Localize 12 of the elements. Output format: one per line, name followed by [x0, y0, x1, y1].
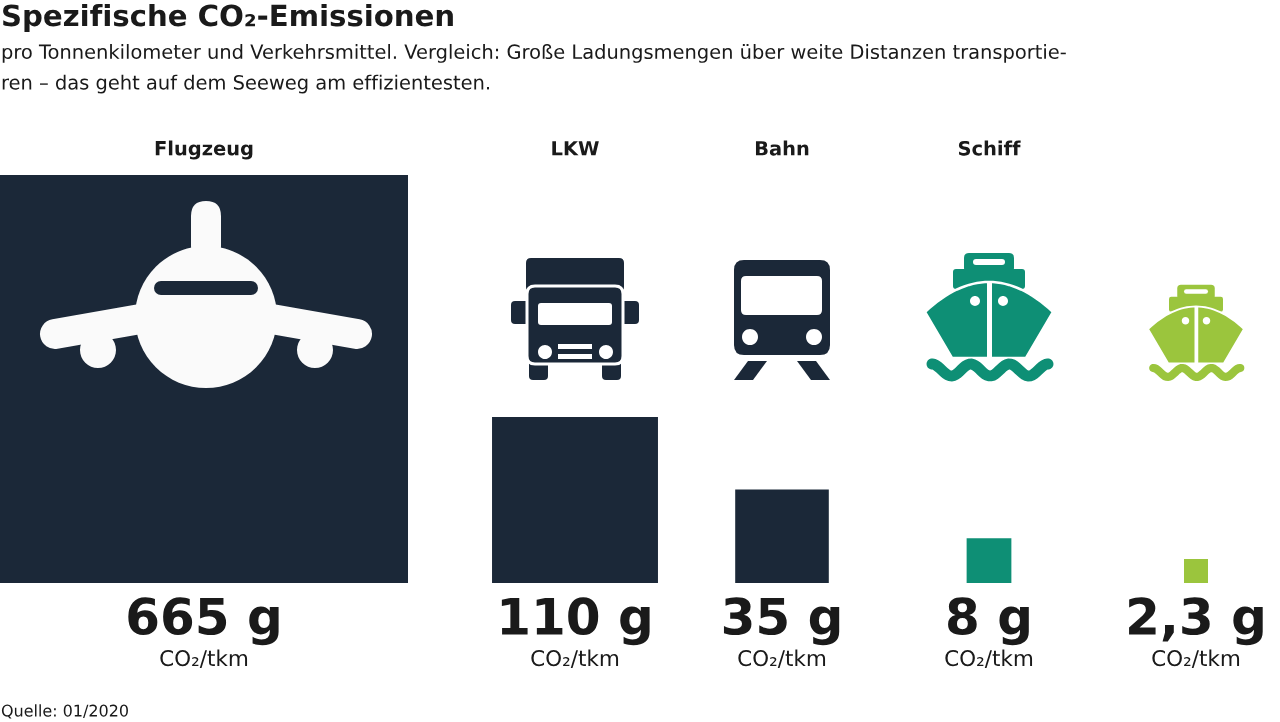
source-note: Quelle: 01/2020: [1, 704, 128, 719]
data-label: 8 g CO₂/tkm: [945, 597, 1033, 668]
category-label: Bahn: [755, 140, 809, 156]
data-label: 35 g CO₂/tkm: [723, 597, 840, 668]
text: pro Tonnenkilometer und Verkehrsmittel. Vergleich: Große Ladungsmengen über weite Distanzen transportie- ren – das geht auf dem Seeweg am effizientesten.: [2, 44, 1066, 94]
text: Spezifische CO₂-Emissionen: [3, 3, 453, 33]
data-label: 110 g CO₂/tkm: [501, 597, 650, 668]
category-label: Flugzeug: [155, 140, 253, 160]
category-label: Schiff: [958, 140, 1021, 156]
data-label: 2,3 g CO₂/tkm: [1129, 597, 1263, 668]
category-label: LKW: [552, 141, 599, 156]
data-label: 665 g CO₂/tkm: [128, 597, 279, 668]
